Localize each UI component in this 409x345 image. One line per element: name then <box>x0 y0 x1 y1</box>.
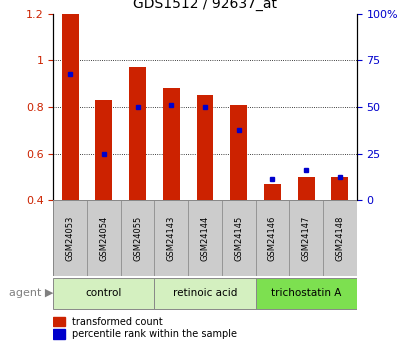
Text: agent ▶: agent ▶ <box>9 288 53 298</box>
Bar <box>154 278 255 309</box>
Text: GSM24146: GSM24146 <box>267 215 276 261</box>
Bar <box>162 88 179 200</box>
Text: GSM24054: GSM24054 <box>99 215 108 261</box>
Text: percentile rank within the sample: percentile rank within the sample <box>71 329 236 339</box>
Text: GSM24053: GSM24053 <box>65 215 74 261</box>
Text: GSM24143: GSM24143 <box>166 215 175 261</box>
Text: GSM24055: GSM24055 <box>133 215 142 261</box>
Text: trichostatin A: trichostatin A <box>270 288 340 298</box>
Bar <box>289 200 322 276</box>
Bar <box>154 200 188 276</box>
Bar <box>255 278 356 309</box>
Bar <box>53 329 65 339</box>
Bar <box>53 200 87 276</box>
Title: GDS1512 / 92637_at: GDS1512 / 92637_at <box>133 0 276 11</box>
Text: GSM24144: GSM24144 <box>200 215 209 261</box>
Text: retinoic acid: retinoic acid <box>172 288 237 298</box>
Text: transformed count: transformed count <box>71 317 162 327</box>
Bar <box>255 200 289 276</box>
Bar <box>221 200 255 276</box>
Text: control: control <box>85 288 122 298</box>
Bar <box>196 95 213 200</box>
Bar <box>297 177 314 200</box>
Bar <box>188 200 221 276</box>
Bar <box>129 67 146 200</box>
Bar <box>120 200 154 276</box>
Text: GSM24145: GSM24145 <box>234 215 243 261</box>
Bar <box>263 184 280 200</box>
Bar <box>53 278 154 309</box>
Bar <box>95 100 112 200</box>
Bar <box>230 105 247 200</box>
Bar <box>330 177 347 200</box>
Text: GSM24148: GSM24148 <box>335 215 344 261</box>
Text: GSM24147: GSM24147 <box>301 215 310 261</box>
Bar <box>87 200 120 276</box>
Bar <box>322 200 356 276</box>
Bar <box>53 317 65 326</box>
Bar <box>62 14 79 200</box>
